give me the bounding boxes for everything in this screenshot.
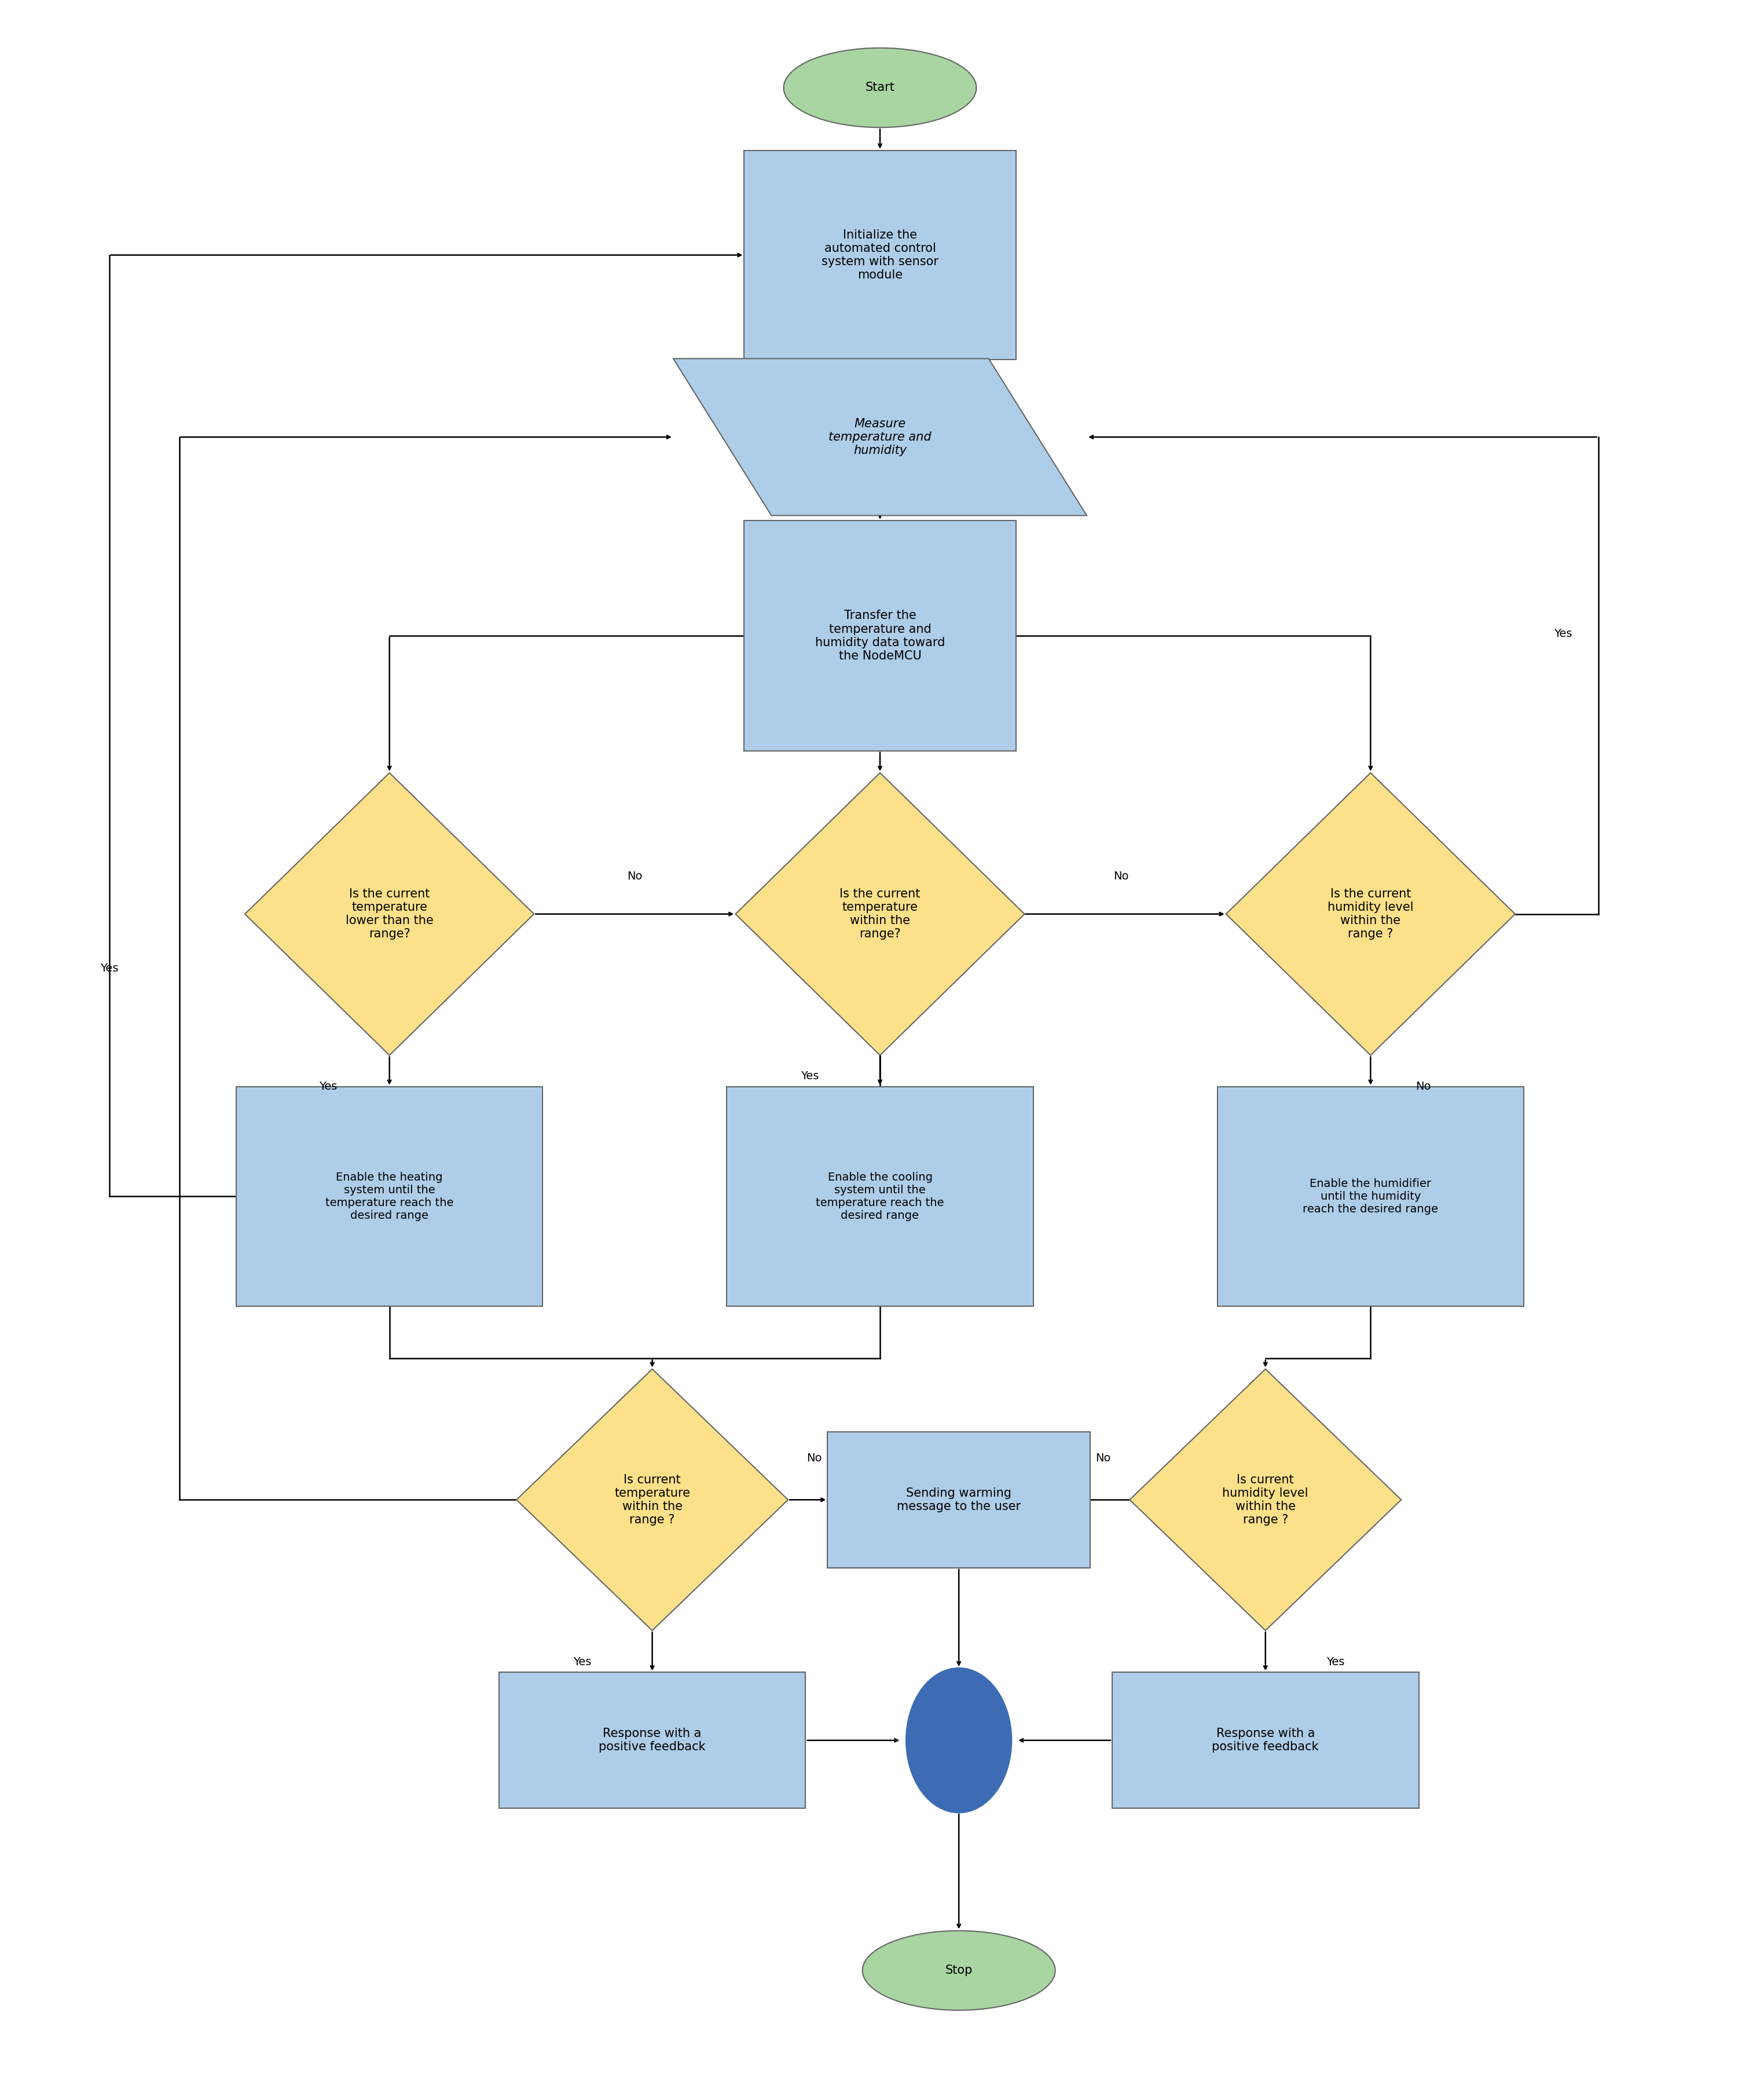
Text: Stop: Stop	[945, 1966, 973, 1976]
Text: Is current
humidity level
within the
range ?: Is current humidity level within the ran…	[1223, 1474, 1308, 1527]
Text: Enable the heating
system until the
temperature reach the
desired range: Enable the heating system until the temp…	[326, 1172, 454, 1220]
Ellipse shape	[783, 48, 977, 128]
Text: Measure
temperature and
humidity: Measure temperature and humidity	[829, 418, 931, 456]
FancyBboxPatch shape	[744, 151, 1016, 359]
FancyBboxPatch shape	[727, 1086, 1033, 1306]
Polygon shape	[245, 773, 533, 1054]
Text: Enable the humidifier
until the humidity
reach the desired range: Enable the humidifier until the humidity…	[1302, 1178, 1438, 1214]
Text: Is current
temperature
within the
range ?: Is current temperature within the range …	[614, 1474, 690, 1527]
Polygon shape	[674, 359, 1086, 514]
FancyBboxPatch shape	[498, 1672, 806, 1808]
Text: Yes: Yes	[1554, 628, 1572, 638]
Text: Is the current
temperature
lower than the
range?: Is the current temperature lower than th…	[345, 888, 433, 941]
Text: Initialize the
automated control
system with sensor
module: Initialize the automated control system …	[822, 229, 938, 281]
Text: Enable the cooling
system until the
temperature reach the
desired range: Enable the cooling system until the temp…	[817, 1172, 943, 1220]
FancyBboxPatch shape	[827, 1432, 1089, 1569]
Text: Sending warming
message to the user: Sending warming message to the user	[898, 1487, 1021, 1512]
Text: Yes: Yes	[801, 1071, 818, 1082]
Text: Transfer the
temperature and
humidity data toward
the NodeMCU: Transfer the temperature and humidity da…	[815, 609, 945, 662]
Text: Yes: Yes	[100, 964, 118, 974]
Polygon shape	[1130, 1369, 1401, 1630]
Text: Yes: Yes	[574, 1657, 591, 1667]
Text: No: No	[1096, 1453, 1111, 1464]
Text: No: No	[1114, 872, 1128, 882]
Ellipse shape	[906, 1667, 1012, 1812]
FancyBboxPatch shape	[236, 1086, 542, 1306]
Text: Start: Start	[866, 82, 894, 94]
Polygon shape	[516, 1369, 788, 1630]
Text: Is the current
humidity level
within the
range ?: Is the current humidity level within the…	[1327, 888, 1413, 941]
Text: No: No	[627, 872, 642, 882]
Text: Response with a
positive feedback: Response with a positive feedback	[598, 1728, 706, 1753]
Text: No: No	[1415, 1082, 1431, 1092]
Polygon shape	[1227, 773, 1515, 1054]
Text: No: No	[806, 1453, 822, 1464]
Text: Is the current
temperature
within the
range?: Is the current temperature within the ra…	[840, 888, 920, 941]
Polygon shape	[736, 773, 1024, 1054]
FancyBboxPatch shape	[1218, 1086, 1524, 1306]
FancyBboxPatch shape	[1112, 1672, 1419, 1808]
Text: Response with a
positive feedback: Response with a positive feedback	[1213, 1728, 1318, 1753]
Text: Yes: Yes	[319, 1082, 338, 1092]
Text: Yes: Yes	[1327, 1657, 1345, 1667]
FancyBboxPatch shape	[744, 521, 1016, 752]
Ellipse shape	[862, 1930, 1056, 2010]
